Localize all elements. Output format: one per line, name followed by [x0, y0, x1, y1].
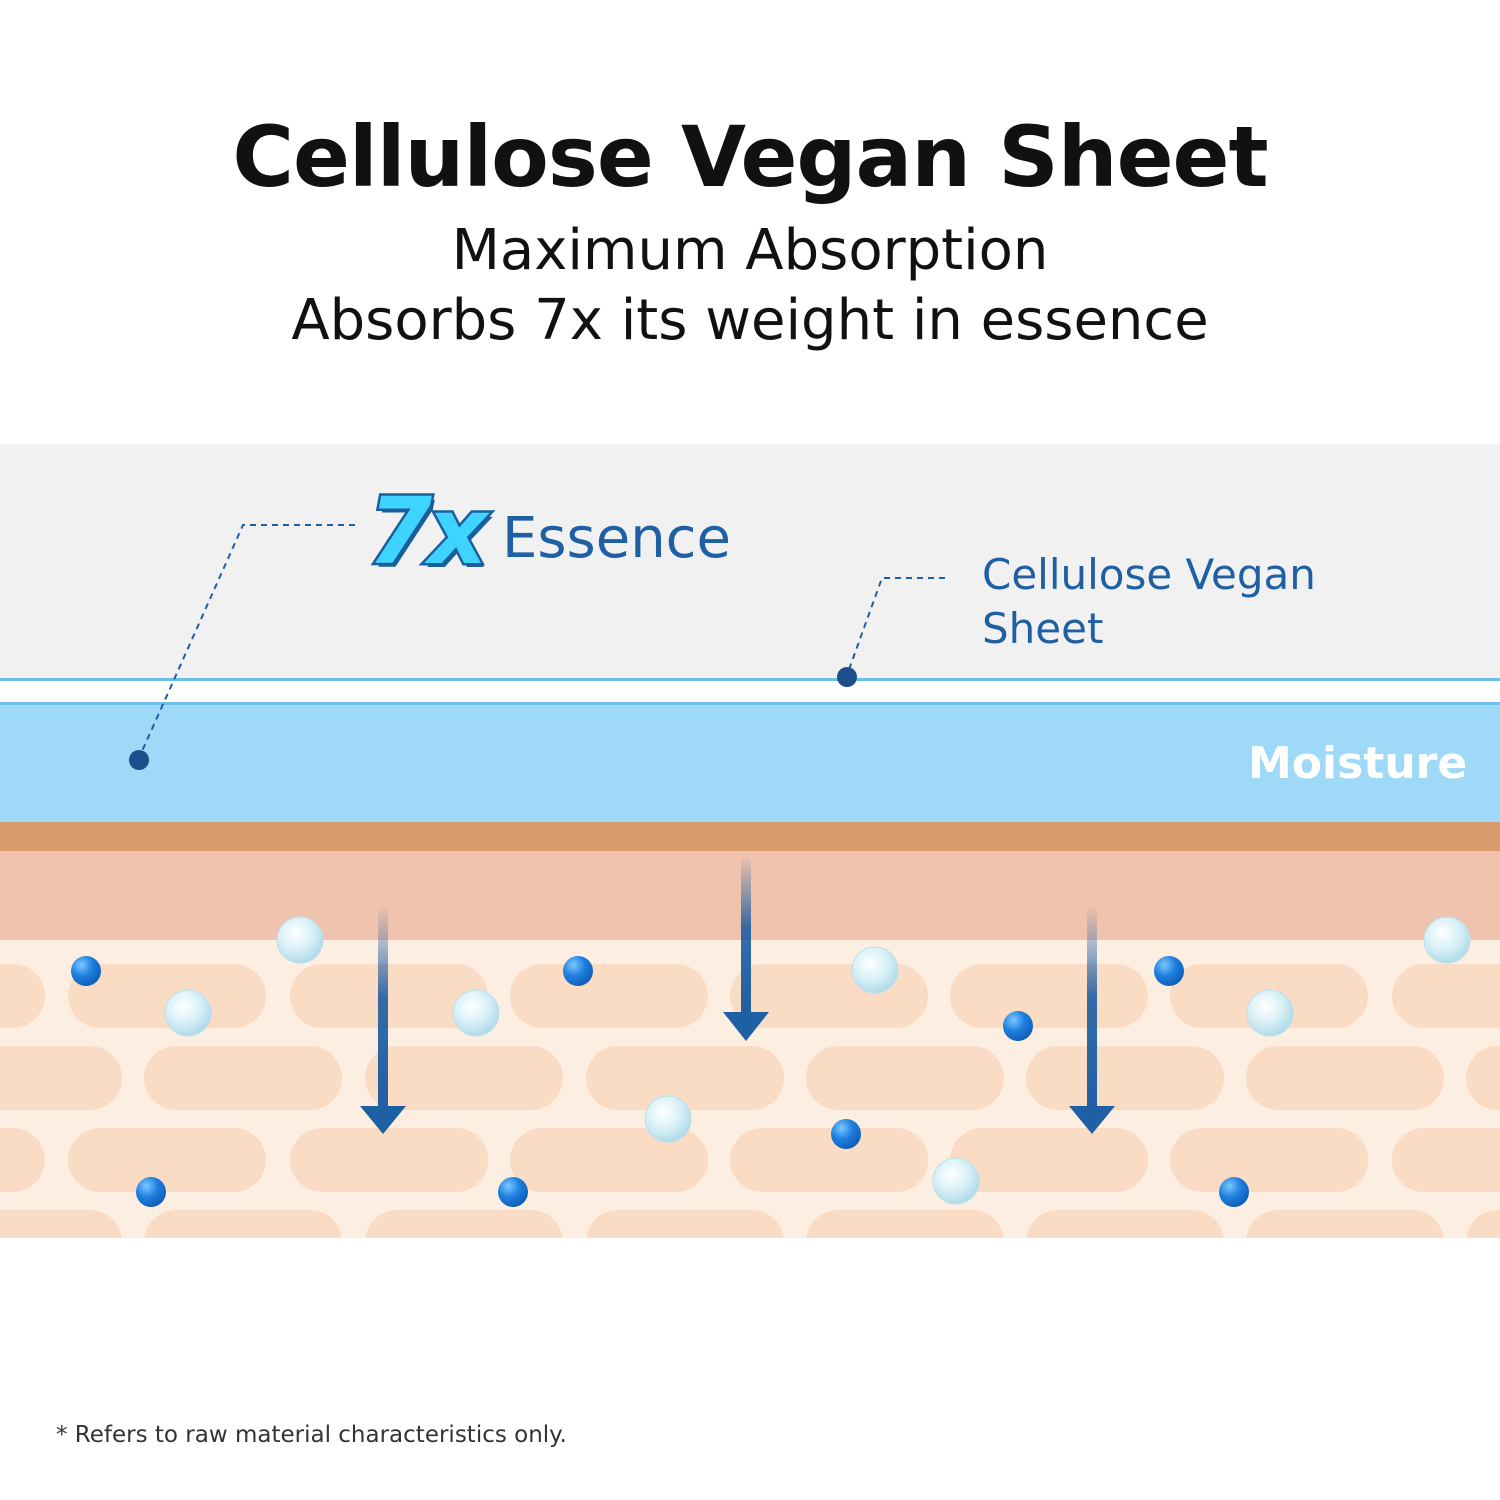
essence-callout-leader — [138, 524, 355, 759]
water-droplet-icon — [452, 989, 500, 1037]
sheet-callout-label: Cellulose Vegan Sheet — [982, 548, 1316, 656]
down-arrow-icon — [1069, 905, 1115, 1134]
essence-multiplier: 7x — [365, 476, 489, 588]
footnote: * Refers to raw material characteristics… — [56, 1422, 567, 1448]
dot-marker-icon — [837, 667, 857, 687]
essence-dot-icon — [71, 956, 101, 986]
essence-dot-icon — [831, 1119, 861, 1149]
moisture-layer — [0, 705, 1500, 822]
essence-dot-icon — [1219, 1177, 1249, 1207]
water-droplet-icon — [644, 1095, 692, 1143]
water-droplet-icon — [851, 946, 899, 994]
essence-dot-icon — [498, 1177, 528, 1207]
skin-cells — [0, 964, 1500, 1238]
water-droplet-icon — [1423, 916, 1471, 964]
essence-label: Essence — [502, 506, 731, 571]
water-droplet-icon — [164, 989, 212, 1037]
dot-marker-icon — [129, 750, 149, 770]
sheet-callout-line2: Sheet — [982, 604, 1104, 653]
essence-dot-icon — [1154, 956, 1184, 986]
essence-dots — [71, 956, 1249, 1207]
page-title: Cellulose Vegan Sheet — [232, 108, 1268, 206]
water-droplet-icon — [1246, 989, 1294, 1037]
sheet-layer — [0, 444, 1500, 678]
essence-dot-icon — [1003, 1011, 1033, 1041]
skin-surface-layer — [0, 822, 1500, 851]
water-droplet-icon — [276, 916, 324, 964]
subtitle-weight: Absorbs 7x its weight in essence — [291, 288, 1209, 353]
moisture-label: Moisture — [1248, 738, 1468, 789]
water-droplet-icon — [932, 1157, 980, 1205]
sheet-callout-line1: Cellulose Vegan — [982, 550, 1316, 599]
down-arrow-icon — [723, 856, 769, 1041]
essence-dot-icon — [136, 1177, 166, 1207]
subtitle-absorption: Maximum Absorption — [451, 218, 1049, 283]
down-arrow-icon — [360, 905, 406, 1134]
essence-dot-icon — [563, 956, 593, 986]
water-droplets — [164, 916, 1471, 1205]
